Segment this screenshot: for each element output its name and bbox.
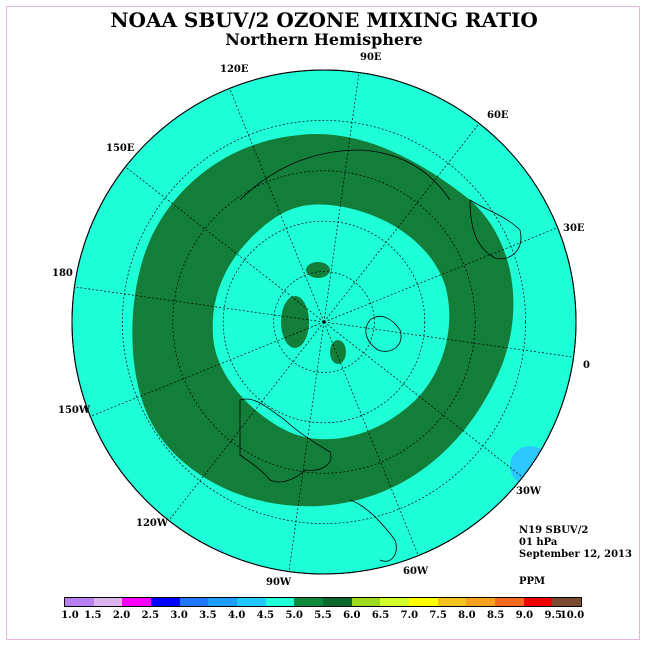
- colorbar-tick-label: 7.0: [400, 610, 419, 621]
- colorbar-tick-label: 10.0: [559, 610, 585, 621]
- lon-label-120w: 120W: [136, 518, 169, 529]
- colorbar-segment: [323, 598, 352, 606]
- colorbar-segment: [351, 598, 381, 606]
- colorbar-segment: [466, 598, 496, 606]
- meridian-line: [229, 88, 325, 323]
- colorbar-segment: [523, 598, 553, 606]
- lon-label-30e: 30E: [563, 223, 585, 234]
- lon-label-60w: 60W: [403, 566, 429, 577]
- colorbar-segment: [552, 598, 582, 606]
- colorbar-segment: [179, 598, 209, 606]
- patch-west: [281, 296, 309, 348]
- colorbar-segment: [495, 598, 524, 606]
- meridian-line: [323, 227, 558, 323]
- lon-label-90e: 90E: [360, 52, 382, 63]
- colorbar-tick-label: 6.5: [371, 610, 390, 621]
- colorbar-tick-label: 2.5: [141, 610, 160, 621]
- coastline-asia: [239, 149, 451, 201]
- lon-label-120e: 120E: [220, 64, 249, 75]
- colorbar-tick-label: 8.0: [458, 610, 476, 621]
- colorbar-segment: [93, 598, 123, 606]
- meridian-line: [323, 321, 574, 358]
- latitude-circle: [273, 271, 375, 373]
- colorbar-segment: [208, 598, 238, 606]
- coastline-europe: [469, 199, 522, 260]
- colorbar-tick-label: 6.0: [343, 610, 361, 621]
- colorbar-segment: [380, 598, 410, 606]
- colorbar-segment: [409, 598, 438, 606]
- date-label: September 12, 2013: [519, 549, 632, 560]
- colorbar: [64, 597, 582, 607]
- level-label: 01 hPa: [519, 537, 558, 548]
- coastline-greenland: [365, 316, 402, 352]
- colorbar-tick-label: 1.5: [84, 610, 102, 621]
- colorbar-tick-label: 9.5: [544, 610, 562, 621]
- colorbar-segment: [265, 598, 295, 606]
- meridian-line: [323, 72, 360, 323]
- colorbar-segment: [65, 598, 94, 606]
- satellite-label: N19 SBUV/2: [519, 525, 589, 536]
- colorbar-segment: [294, 598, 324, 606]
- colorbar-segment: [122, 598, 152, 606]
- meridian-line: [323, 321, 419, 556]
- colorbar-tick-label: 5.5: [314, 610, 332, 621]
- map-border: [71, 69, 577, 575]
- coastline-south-america: [349, 499, 397, 562]
- meridian-line: [90, 321, 325, 417]
- lon-label-30w: 30W: [516, 486, 542, 497]
- colorbar-tick-label: 4.5: [256, 610, 275, 621]
- meridian-line: [74, 286, 325, 323]
- latitude-circle: [222, 220, 426, 424]
- coastline-north-america: [239, 398, 332, 483]
- colorbar-segment: [237, 598, 266, 606]
- colorbar-tick-label: 3.5: [199, 610, 217, 621]
- patch-center: [330, 340, 346, 364]
- map-title: NOAA SBUV/2 OZONE MIXING RATIO: [110, 8, 538, 32]
- colorbar-segment: [437, 598, 467, 606]
- lon-label-180: 180: [52, 268, 73, 279]
- meridian-line: [323, 123, 480, 323]
- high-region-east: [510, 446, 550, 486]
- colorbar-tick-label: 1.0: [61, 610, 79, 621]
- lon-label-0: 0: [583, 360, 590, 371]
- lon-label-150e: 150E: [106, 143, 135, 154]
- figure-frame: [6, 6, 640, 640]
- colorbar-tick-label: 5.0: [285, 610, 303, 621]
- units-label: PPM: [519, 576, 546, 587]
- meridian-line: [288, 321, 325, 572]
- patch-north: [306, 262, 330, 278]
- colorbar-tick-label: 8.5: [486, 610, 505, 621]
- colorbar-tick-label: 2.0: [112, 610, 131, 621]
- ozone-band: [132, 134, 514, 507]
- lon-label-150w: 150W: [58, 405, 91, 416]
- lon-label-60e: 60E: [487, 110, 509, 121]
- lon-label-90w: 90W: [266, 577, 292, 588]
- edge-region-south: [196, 548, 224, 556]
- colorbar-ticks: 1.0 1.5 2.0 2.5 3.0 3.5 4.0 4.5 5.0 5.5 6.0 6.5 7.0 7…: [61, 610, 585, 624]
- colorbar-tick-label: 3.0: [170, 610, 188, 621]
- colorbar-segment: [151, 598, 180, 606]
- colorbar-tick-label: 9.0: [515, 610, 534, 621]
- meridian-line: [125, 166, 325, 323]
- colorbar-tick-label: 4.0: [227, 610, 246, 621]
- info-block: N19 SBUV/2 01 hPa September 12, 2013: [519, 525, 632, 561]
- latitude-circle: [122, 120, 526, 524]
- map-subtitle: Northern Hemisphere: [225, 30, 423, 49]
- latitude-circle: [172, 170, 476, 474]
- colorbar-tick-label: 7.5: [429, 610, 447, 621]
